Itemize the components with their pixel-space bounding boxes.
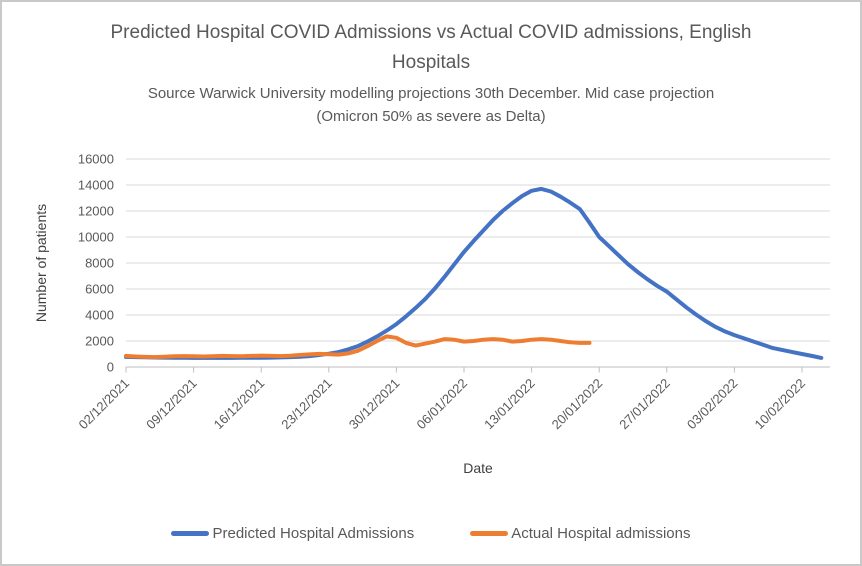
actual-line-swatch xyxy=(470,531,509,536)
y-tick-label: 16000 xyxy=(78,152,114,167)
legend-item-actual: Actual Hospital admissions xyxy=(470,525,691,542)
x-tick-label: 16/12/2021 xyxy=(211,376,268,433)
y-tick-label: 14000 xyxy=(78,178,114,193)
y-tick-label: 8000 xyxy=(85,256,114,271)
x-tick-label: 02/12/2021 xyxy=(75,376,132,433)
predicted-line-swatch xyxy=(171,531,210,536)
x-tick-label: 13/01/2022 xyxy=(481,376,538,433)
title-block: Predicted Hospital COVID Admissions vs A… xyxy=(2,18,860,128)
x-tick-label: 10/02/2022 xyxy=(751,376,808,433)
y-tick-label: 12000 xyxy=(78,204,114,219)
legend-item-predicted: Predicted Hospital Admissions xyxy=(171,525,414,542)
y-tick-label: 0 xyxy=(107,360,114,375)
legend: Predicted Hospital Admissions Actual Hos… xyxy=(2,525,860,542)
chart-title: Predicted Hospital COVID Admissions vs A… xyxy=(110,22,752,73)
series-line-actual-hospital-admissions xyxy=(124,334,592,360)
x-tick-label: 06/01/2022 xyxy=(413,376,470,433)
x-tick-label: 27/01/2022 xyxy=(616,376,673,433)
x-tick-label: 30/12/2021 xyxy=(346,376,403,433)
chart-subtitle: Source Warwick University modelling proj… xyxy=(147,85,715,125)
x-tick-label: 23/12/2021 xyxy=(278,376,335,433)
y-tick-label: 10000 xyxy=(78,230,114,245)
legend-label-predicted: Predicted Hospital Admissions xyxy=(212,525,415,542)
y-tick-label: 6000 xyxy=(85,282,114,297)
y-tick-label: 4000 xyxy=(85,308,114,323)
x-tick-label: 09/12/2021 xyxy=(143,376,200,433)
x-axis-title: Date xyxy=(463,460,493,476)
series-line-predicted-hospital-admissions xyxy=(124,186,824,360)
y-tick-label: 2000 xyxy=(85,334,114,349)
x-tick-label: 20/01/2022 xyxy=(549,376,606,433)
x-tick-label: 03/02/2022 xyxy=(684,376,741,433)
legend-label-actual: Actual Hospital admissions xyxy=(511,525,691,542)
y-axis-title: Number of patients xyxy=(33,203,49,323)
